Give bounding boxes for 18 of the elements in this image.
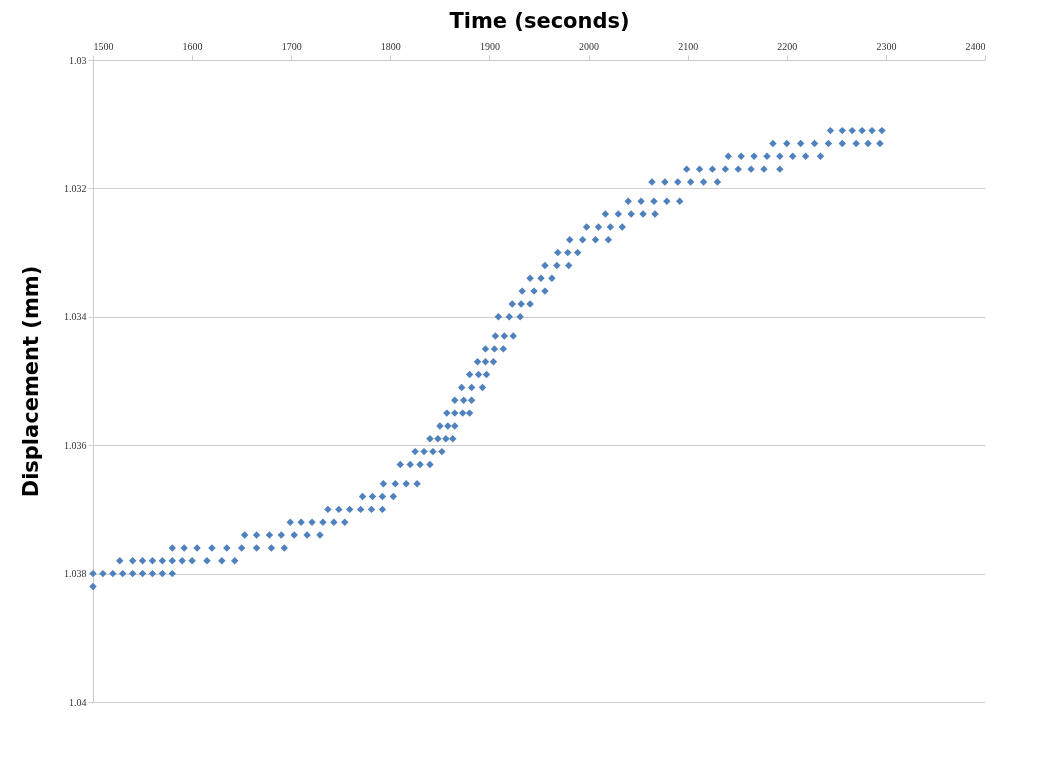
y-tick-label: 1.038 bbox=[64, 568, 87, 580]
x-tick-label: 1900 bbox=[479, 40, 500, 52]
x-axis-title: Time (seconds) bbox=[449, 8, 630, 33]
x-tick-label: 1700 bbox=[281, 40, 302, 52]
x-tick-label: 1500 bbox=[93, 40, 114, 52]
y-axis-title: Displacement (mm) bbox=[19, 265, 43, 498]
x-tick-label: 2100 bbox=[678, 40, 699, 52]
x-tick-label: 1600 bbox=[182, 40, 203, 52]
y-tick-label: 1.04 bbox=[69, 696, 87, 708]
y-tick-label: 1.034 bbox=[64, 311, 87, 323]
y-tick-label: 1.036 bbox=[64, 439, 87, 451]
x-tick-label: 2400 bbox=[965, 40, 986, 52]
x-tick-label: 1800 bbox=[380, 40, 401, 52]
x-tick-label: 2000 bbox=[579, 40, 600, 52]
x-tick-label: 2300 bbox=[876, 40, 897, 52]
y-tick-label: 1.03 bbox=[69, 54, 87, 66]
x-tick-label: 2200 bbox=[777, 40, 798, 52]
y-tick-label: 1.032 bbox=[64, 182, 87, 194]
